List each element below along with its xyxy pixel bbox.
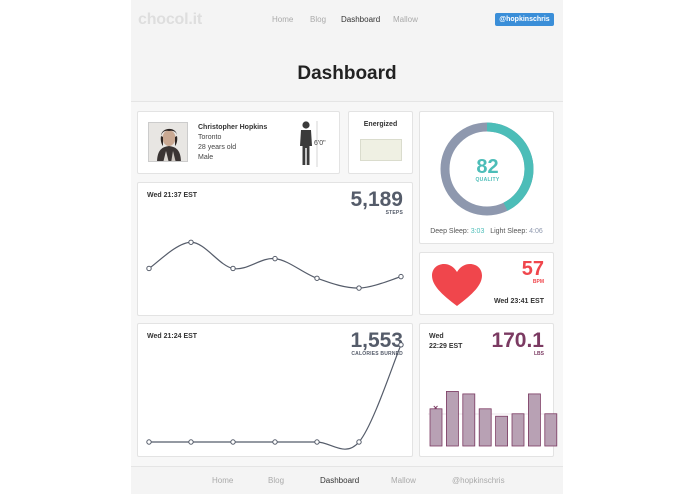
data-point-3 xyxy=(272,439,278,445)
nav-mallow[interactable]: Mallow xyxy=(393,15,418,24)
weight-bar-chart xyxy=(428,391,558,447)
footer-nav-user[interactable]: @hopkinschris xyxy=(452,476,505,485)
data-point-6 xyxy=(398,273,404,280)
mood-swatch xyxy=(360,139,402,161)
steps-unit: STEPS xyxy=(385,210,403,216)
calories-value: 1,553 xyxy=(350,329,403,352)
heart-rate-unit: BPM xyxy=(532,279,544,285)
calories-line-chart xyxy=(146,342,404,450)
series-line xyxy=(148,241,402,289)
footer-nav-dashboard[interactable]: Dashboard xyxy=(320,476,360,485)
data-point-3 xyxy=(272,255,278,262)
weight-bar-6 xyxy=(528,393,541,447)
nav-dashboard[interactable]: Dashboard xyxy=(341,15,381,24)
weight-bar-2 xyxy=(462,393,476,447)
nav-blog[interactable]: Blog xyxy=(310,15,327,24)
steps-time: Wed 21:37 EST xyxy=(147,192,198,199)
weight-bar-7 xyxy=(544,413,558,447)
weight-time: 22:29 EST xyxy=(429,343,463,350)
sleep-ring-chart xyxy=(440,122,534,216)
mood-label: Energized xyxy=(363,121,398,128)
profile-card: Christopher Hopkins Toronto 28 years old… xyxy=(137,111,340,174)
light-sleep-value: 4:06 xyxy=(529,228,543,235)
profile-city: Toronto xyxy=(198,134,222,141)
sleep-card: 82 QUALITY Deep Sleep: 3:03 Light Sleep:… xyxy=(419,111,554,244)
weight-bar-0 xyxy=(429,408,443,447)
data-point-1 xyxy=(188,439,194,445)
series-line xyxy=(149,344,402,450)
right-margin xyxy=(563,0,695,494)
heart-rate-time: Wed 23:41 EST xyxy=(493,298,544,305)
page: chocol.it Home Blog Dashboard Mallow @ho… xyxy=(131,0,563,494)
left-margin xyxy=(0,0,131,494)
weight-card: Wed 22:29 EST 170.1 LBS × xyxy=(419,323,558,457)
footer: Home Blog Dashboard Mallow @hopkinschris xyxy=(131,466,563,494)
user-account-button[interactable]: @hopkinschris xyxy=(495,13,554,26)
footer-nav-mallow[interactable]: Mallow xyxy=(391,476,416,485)
page-title: Dashboard xyxy=(297,63,397,84)
heart-rate-card: 57 BPM Wed 23:41 EST xyxy=(419,252,554,315)
data-point-5 xyxy=(356,439,362,445)
steps-line-chart xyxy=(146,239,404,291)
deep-sleep-label: Deep Sleep: xyxy=(430,228,469,235)
weight-unit: LBS xyxy=(534,351,544,357)
data-point-2 xyxy=(230,439,236,445)
footer-nav-home[interactable]: Home xyxy=(212,476,234,485)
data-point-2 xyxy=(230,265,236,272)
data-point-1 xyxy=(188,239,194,245)
avatar xyxy=(148,122,188,162)
footer-nav-blog[interactable]: Blog xyxy=(268,476,285,485)
weight-value: 170.1 xyxy=(491,329,544,352)
profile-name: Christopher Hopkins xyxy=(198,124,268,131)
weight-bar-4 xyxy=(495,415,508,447)
data-point-4 xyxy=(314,439,320,445)
nav-home[interactable]: Home xyxy=(272,15,294,24)
steps-card: Wed 21:37 EST 5,189 STEPS xyxy=(137,182,413,316)
data-point-4 xyxy=(314,275,320,281)
data-point-6 xyxy=(398,342,404,348)
profile-age: 28 years old xyxy=(198,144,237,151)
steps-value: 5,189 xyxy=(350,188,403,211)
deep-sleep-value: 3:03 xyxy=(470,228,485,235)
person-silhouette-icon xyxy=(300,121,318,167)
calories-card: Wed 21:24 EST 1,553 CALORIES BURNED xyxy=(137,323,413,457)
heart-icon xyxy=(432,264,482,306)
avatar-photo xyxy=(149,123,187,161)
data-point-0 xyxy=(146,439,152,445)
sleep-breakdown: Deep Sleep: 3:03 Light Sleep: 4:06 xyxy=(420,228,553,235)
calories-time: Wed 21:24 EST xyxy=(147,333,198,340)
weight-bar-5 xyxy=(511,413,525,447)
logo[interactable]: chocol.it xyxy=(138,11,202,28)
calories-unit: CALORIES BURNED xyxy=(351,351,403,357)
header: chocol.it Home Blog Dashboard Mallow @ho… xyxy=(131,0,563,102)
data-point-0 xyxy=(146,265,152,272)
weight-bar-1 xyxy=(445,391,459,447)
data-point-5 xyxy=(356,285,362,291)
sleep-ring-deep xyxy=(440,122,534,216)
weight-bar-3 xyxy=(478,408,492,447)
sleep-quality-label: QUALITY xyxy=(475,177,500,183)
sleep-quality-value: 82 xyxy=(476,156,499,178)
mood-card: Energized xyxy=(348,111,413,174)
light-sleep-label: Light Sleep: xyxy=(490,228,528,235)
weight-marker: × xyxy=(433,403,439,413)
profile-gender: Male xyxy=(198,154,214,161)
height-label: 6'0" xyxy=(314,140,326,147)
heart-rate-value: 57 xyxy=(521,258,544,280)
weight-day: Wed xyxy=(429,333,444,340)
